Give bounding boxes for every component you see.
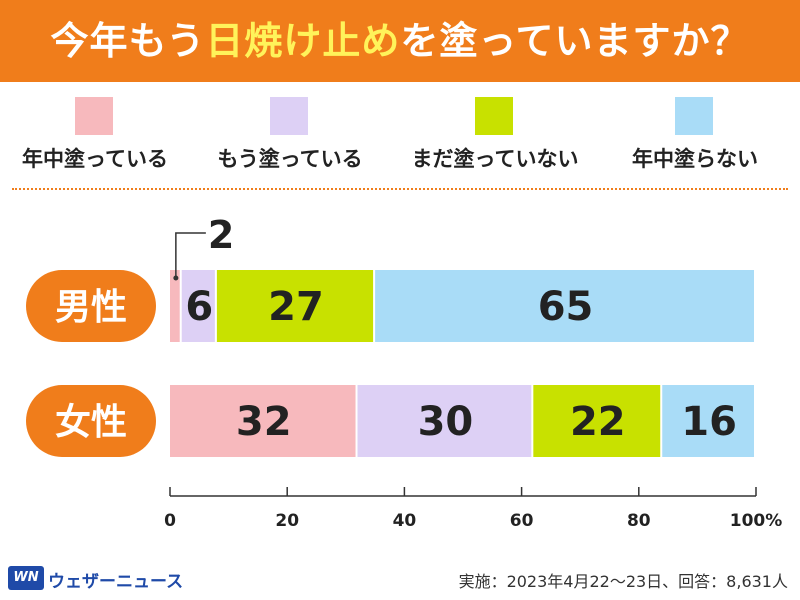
title-highlight: 日焼け止め (205, 19, 401, 63)
logo-mark: WN (8, 566, 44, 590)
x-tick-label: 100% (730, 511, 783, 531)
logo-text: ウェザーニュース (48, 572, 184, 592)
chart-title: 今年もう日焼け止めを塗っていますか？ (0, 0, 800, 82)
stacked-bar-chart: 男性 2 6 27 65 女性 32 30 22 16 0 20 40 60 80 100% (26, 213, 783, 531)
data-label: 27 (268, 284, 324, 330)
legend-swatch (75, 97, 113, 135)
bar-segment (170, 270, 180, 342)
bar-segment (533, 385, 661, 457)
x-tick-label: 40 (393, 511, 417, 531)
data-label: 16 (681, 399, 737, 445)
x-tick-label: 20 (275, 511, 299, 531)
bar-segment (357, 385, 532, 457)
bar-segment (181, 270, 215, 342)
data-label: 2 (208, 213, 234, 257)
data-label: 30 (418, 399, 474, 445)
legend-swatch (475, 97, 513, 135)
data-label: 22 (570, 399, 626, 445)
category-label: 男性 (55, 287, 127, 328)
legend-label: 年中塗らない (632, 147, 758, 171)
x-tick-label: 60 (510, 511, 534, 531)
legend-label: まだ塗っていない (411, 147, 579, 171)
legend-swatch (675, 97, 713, 135)
bar-segment (662, 385, 754, 457)
bar-segment (216, 270, 374, 342)
legend-item-never: 年中塗らない (600, 97, 790, 172)
leader-line (175, 232, 206, 278)
legend-item-already: もう塗っている (195, 97, 385, 172)
legend-item-year-round: 年中塗っている (0, 97, 190, 172)
legend-label: もう塗っている (217, 147, 363, 171)
bar-segment (375, 270, 754, 342)
data-label: 32 (236, 399, 292, 445)
category-pill (26, 385, 156, 457)
category-label: 女性 (55, 402, 127, 443)
data-label: 6 (185, 284, 213, 330)
legend-label: 年中塗っている (22, 147, 168, 171)
title-prefix: 今年もう (50, 19, 206, 63)
data-label: 65 (538, 284, 594, 330)
x-tick-label: 80 (627, 511, 651, 531)
x-tick-label: 0 (164, 511, 176, 531)
title-bar (0, 0, 800, 82)
survey-note: 実施：2023年4月22～23日、回答：8,631人 (458, 572, 788, 591)
category-pill (26, 270, 156, 342)
legend-item-not-yet: まだ塗っていない (400, 97, 590, 172)
title-suffix: を塗っていますか？ (400, 19, 750, 63)
legend-swatch (270, 97, 308, 135)
bar-segment (170, 385, 356, 457)
divider (12, 188, 788, 190)
